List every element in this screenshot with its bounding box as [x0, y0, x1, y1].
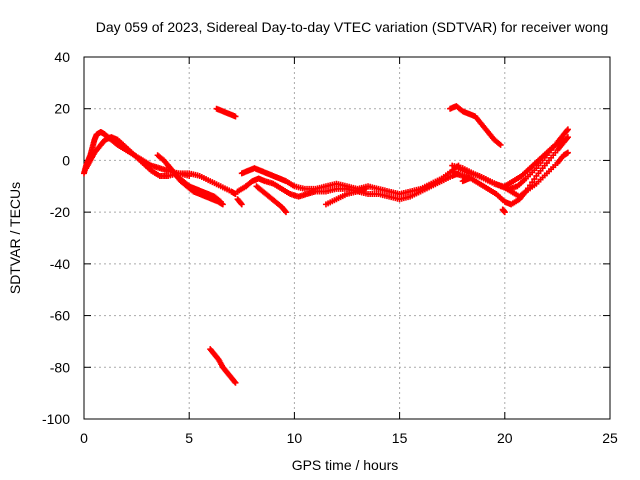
- series-arc-7: [207, 346, 239, 386]
- series-arc-2: [83, 134, 239, 198]
- data-point: [501, 209, 508, 216]
- series-arc-19: [499, 206, 508, 216]
- x-tick-label: 20: [497, 430, 513, 446]
- series-arc-11: [234, 183, 250, 195]
- x-tick-label: 25: [602, 430, 618, 446]
- data-point: [282, 208, 289, 215]
- data-point: [564, 135, 571, 142]
- data-point: [564, 134, 571, 141]
- series-arc-5: [213, 105, 239, 120]
- data-point: [564, 127, 571, 134]
- y-tick-label: -100: [42, 411, 70, 427]
- x-axis-label: GPS time / hours: [292, 457, 399, 473]
- y-axis-label: SDTVAR / TECUs: [7, 182, 23, 294]
- series-arc-8: [238, 162, 462, 198]
- y-tick-label: -40: [50, 256, 70, 272]
- data-point: [466, 175, 473, 182]
- y-tick-label: -80: [50, 359, 70, 375]
- data-point: [529, 179, 536, 186]
- data-point: [219, 201, 226, 208]
- x-tick-label: 0: [80, 430, 88, 446]
- y-ticks: -100 -80 -60 -40 -20 0 20 40: [42, 49, 610, 427]
- data-point: [564, 149, 571, 156]
- y-tick-label: 20: [54, 101, 70, 117]
- series-arc-6: [234, 196, 245, 208]
- grid: [84, 57, 610, 419]
- data-point: [527, 182, 534, 189]
- data-point: [497, 141, 504, 148]
- data-point: [362, 185, 369, 192]
- data-point: [531, 176, 538, 183]
- y-tick-label: -60: [50, 308, 70, 324]
- x-tick-label: 15: [392, 430, 408, 446]
- data-point: [238, 201, 245, 208]
- data-point: [560, 136, 567, 143]
- series-arc-16: [501, 136, 567, 190]
- data-point: [524, 185, 531, 192]
- data-point: [232, 113, 239, 120]
- x-tick-label: 5: [185, 430, 193, 446]
- series-arc-10: [253, 183, 289, 216]
- data-point: [243, 183, 250, 190]
- data-point: [282, 209, 289, 216]
- data-points: [81, 103, 571, 386]
- series-arc-18: [459, 175, 473, 185]
- x-tick-label: 10: [287, 430, 303, 446]
- series-arc-17: [447, 103, 504, 148]
- y-tick-label: -20: [50, 204, 70, 220]
- data-point: [231, 378, 238, 385]
- data-point: [564, 126, 571, 133]
- series-arc-4: [165, 162, 226, 208]
- data-point: [232, 379, 239, 386]
- data-point: [522, 188, 529, 195]
- y-tick-label: 0: [62, 152, 70, 168]
- plot-frame: [83, 56, 611, 420]
- data-point: [237, 200, 244, 207]
- series-arc-12: [322, 185, 369, 208]
- x-ticks: 0 5 10 15 20 25: [80, 57, 618, 446]
- chart-title: Day 059 of 2023, Sidereal Day-to-day VTE…: [96, 19, 609, 35]
- y-tick-label: 40: [54, 49, 70, 65]
